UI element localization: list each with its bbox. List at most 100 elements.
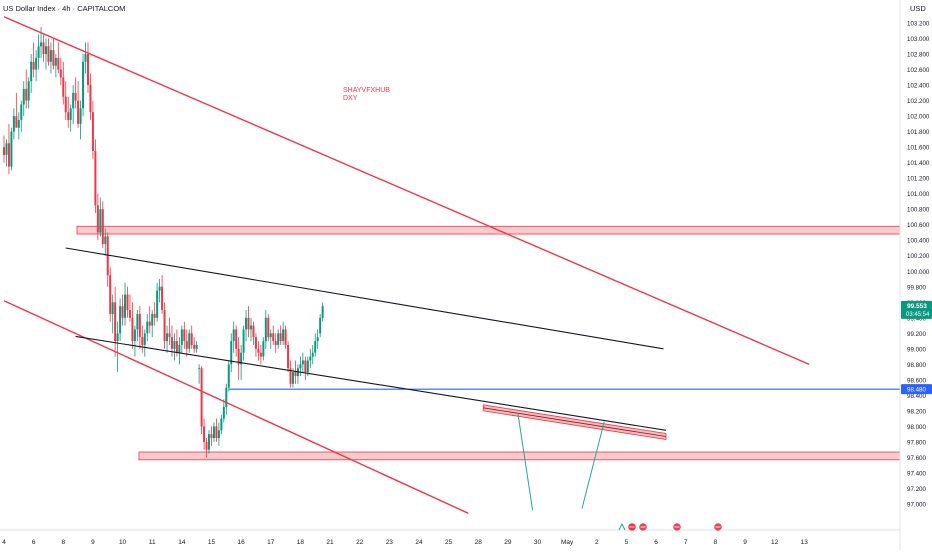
candle-body [27,81,30,101]
candle-body [138,313,141,338]
candle [138,306,141,349]
candle-body [222,407,225,419]
candle [89,73,92,120]
candle [114,286,117,357]
x-tick-label: 9 [91,539,95,546]
candle [200,365,203,435]
candle [166,325,169,353]
candle-body [47,46,50,62]
candle [210,426,213,446]
candle [133,325,136,357]
candle [220,414,223,435]
earnings-chevron-icon[interactable] [618,522,626,531]
candle-body [64,96,67,113]
candle-body [217,430,220,439]
candle-body [166,333,169,342]
x-tick-label: 5 [625,539,629,546]
candle-body [198,368,201,370]
candle-body [170,337,173,349]
candle-body [133,329,136,342]
candle [25,69,28,109]
candle-body [193,344,196,349]
candle-body [22,88,25,105]
candle-body [237,348,240,365]
x-tick-label: 15 [208,539,216,546]
candle-body [212,426,215,439]
candle-body [299,364,302,369]
x-tick-label: 24 [415,539,423,546]
candle-body [291,372,294,384]
candle-body [151,313,154,326]
candle-body [79,108,82,124]
us-flag-icon[interactable] [638,522,648,532]
candle [185,329,188,357]
candle-body [230,341,233,365]
y-tick-label: 101.200 [907,176,930,183]
y-tick-label: 98.600 [907,377,926,384]
candle-body [168,333,171,338]
y-tick-label: 99.200 [907,331,926,338]
candle-body [235,329,238,349]
candle [279,325,282,345]
bar-countdown: 03:45:54 [906,312,930,318]
candle-body [319,317,322,334]
us-flag-icon[interactable] [672,522,682,532]
y-tick-label: 103.000 [907,36,930,43]
candle-body [84,54,87,62]
candle-body [40,42,43,47]
y-tick-label: 98.000 [907,424,926,431]
candle-body [183,329,186,342]
candle [259,344,262,365]
candle [311,344,314,365]
candle-body [284,329,287,345]
candle [309,348,312,369]
candle-body [274,341,277,345]
candle-body [269,333,272,338]
trend-lower-line [75,335,667,431]
channel-upper-line [3,16,810,365]
candle-body [314,341,317,353]
candle-body [91,112,94,152]
us-flag-icon[interactable] [713,522,723,532]
x-tick-label: 6 [32,539,36,546]
x-tick-label: 8 [61,539,65,546]
candle-body [37,46,40,58]
candle [22,81,25,117]
candle-body [3,147,5,155]
candle [106,232,109,287]
y-tick-label: 97.600 [907,455,926,462]
candle [141,325,144,353]
x-tick-label: 28 [475,539,483,546]
candle [42,34,45,62]
candle [5,139,8,167]
candle-body [264,317,267,342]
candle [12,108,15,140]
candle [227,360,230,392]
y-tick-label: 100.800 [907,207,930,214]
candle [47,38,50,66]
candle [101,201,104,248]
x-tick-label: 21 [326,539,334,546]
candle-body [203,426,206,442]
candle-body [247,317,250,330]
candle [316,329,319,349]
candle [7,123,10,175]
candle [156,282,159,322]
candle-body [321,306,324,318]
candle-body [158,286,161,291]
candle [59,57,62,86]
event-flag-icon[interactable] [627,522,637,532]
x-tick-label: 13 [801,539,809,546]
candle-body [20,104,23,120]
candle [301,352,304,373]
y-tick-label: 102.400 [907,83,930,90]
candle [72,85,75,124]
candle [15,92,18,128]
candle [180,325,183,353]
candle [319,313,322,338]
candle [237,337,240,380]
y-tick-label: 97.000 [907,502,926,509]
candle [299,356,302,376]
